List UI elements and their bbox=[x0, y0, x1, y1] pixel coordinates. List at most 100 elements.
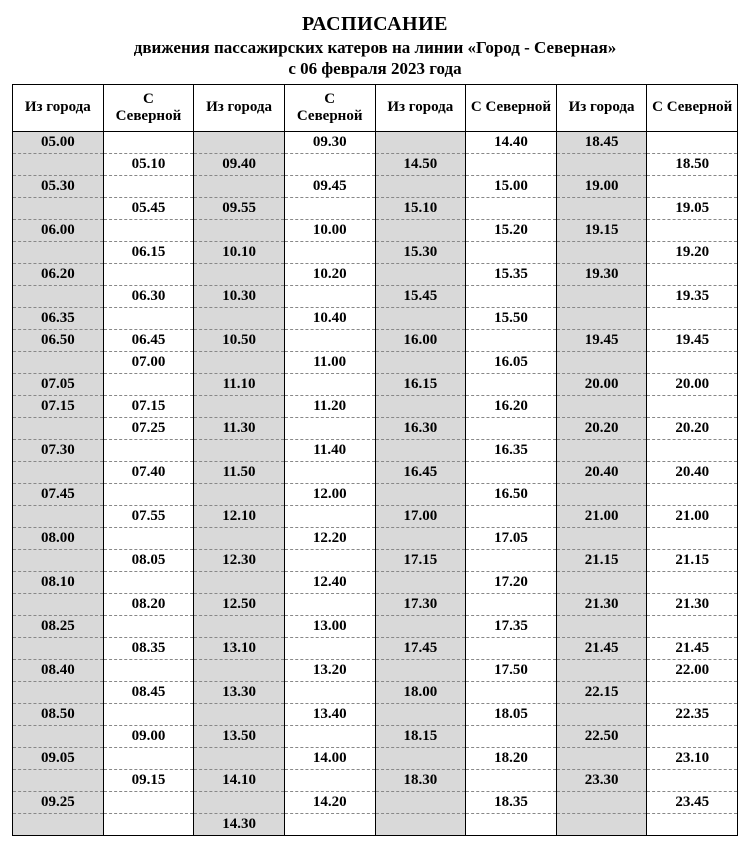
column-header: Из города bbox=[556, 84, 647, 132]
table-row: 08.0512.3017.1521.1521.15 bbox=[13, 550, 738, 572]
time-cell bbox=[647, 176, 738, 198]
time-cell: 21.00 bbox=[647, 506, 738, 528]
time-cell: 08.25 bbox=[13, 616, 104, 638]
time-cell bbox=[556, 396, 647, 418]
schedule-table: Из городаССевернойИз городаССевернойИз г… bbox=[12, 84, 738, 837]
table-row: 07.5512.1017.0021.0021.00 bbox=[13, 506, 738, 528]
table-row: 06.5006.4510.5016.0019.4519.45 bbox=[13, 330, 738, 352]
time-cell: 11.50 bbox=[194, 462, 285, 484]
time-cell bbox=[556, 616, 647, 638]
time-cell: 18.35 bbox=[466, 792, 557, 814]
time-cell bbox=[103, 572, 194, 594]
time-cell bbox=[103, 264, 194, 286]
time-cell: 17.05 bbox=[466, 528, 557, 550]
time-cell: 10.20 bbox=[284, 264, 375, 286]
table-row: 05.1009.4014.5018.50 bbox=[13, 154, 738, 176]
time-cell: 19.00 bbox=[556, 176, 647, 198]
time-cell: 07.45 bbox=[13, 484, 104, 506]
time-cell bbox=[194, 572, 285, 594]
time-cell bbox=[194, 748, 285, 770]
time-cell: 13.00 bbox=[284, 616, 375, 638]
time-cell bbox=[375, 176, 466, 198]
time-cell: 07.15 bbox=[13, 396, 104, 418]
time-cell: 10.10 bbox=[194, 242, 285, 264]
table-row: 08.5013.4018.0522.35 bbox=[13, 704, 738, 726]
time-cell bbox=[556, 286, 647, 308]
time-cell: 20.40 bbox=[556, 462, 647, 484]
time-cell: 05.30 bbox=[13, 176, 104, 198]
time-cell: 21.15 bbox=[556, 550, 647, 572]
table-row: 06.2010.2015.3519.30 bbox=[13, 264, 738, 286]
time-cell: 07.40 bbox=[103, 462, 194, 484]
time-cell bbox=[647, 572, 738, 594]
time-cell bbox=[375, 792, 466, 814]
time-cell bbox=[194, 352, 285, 374]
time-cell bbox=[375, 308, 466, 330]
time-cell: 19.30 bbox=[556, 264, 647, 286]
time-cell bbox=[284, 462, 375, 484]
table-row: 09.1514.1018.3023.30 bbox=[13, 770, 738, 792]
time-cell: 18.00 bbox=[375, 682, 466, 704]
time-cell bbox=[103, 528, 194, 550]
time-cell: 08.35 bbox=[103, 638, 194, 660]
table-row: 05.3009.4515.0019.00 bbox=[13, 176, 738, 198]
time-cell bbox=[375, 616, 466, 638]
time-cell: 19.20 bbox=[647, 242, 738, 264]
time-cell: 20.40 bbox=[647, 462, 738, 484]
time-cell bbox=[375, 264, 466, 286]
time-cell: 18.30 bbox=[375, 770, 466, 792]
time-cell: 19.45 bbox=[556, 330, 647, 352]
time-cell bbox=[466, 462, 557, 484]
time-cell: 16.50 bbox=[466, 484, 557, 506]
time-cell bbox=[13, 682, 104, 704]
time-cell: 14.10 bbox=[194, 770, 285, 792]
time-cell: 07.00 bbox=[103, 352, 194, 374]
time-cell: 13.50 bbox=[194, 726, 285, 748]
time-cell bbox=[466, 418, 557, 440]
time-cell bbox=[647, 396, 738, 418]
time-cell: 14.20 bbox=[284, 792, 375, 814]
time-cell bbox=[284, 506, 375, 528]
time-cell: 07.25 bbox=[103, 418, 194, 440]
time-cell: 06.50 bbox=[13, 330, 104, 352]
time-cell: 16.15 bbox=[375, 374, 466, 396]
time-cell: 20.00 bbox=[556, 374, 647, 396]
time-cell bbox=[375, 484, 466, 506]
table-row: 06.1510.1015.3019.20 bbox=[13, 242, 738, 264]
time-cell: 19.15 bbox=[556, 220, 647, 242]
time-cell: 10.50 bbox=[194, 330, 285, 352]
time-cell bbox=[13, 638, 104, 660]
time-cell bbox=[13, 286, 104, 308]
time-cell bbox=[284, 286, 375, 308]
time-cell: 17.35 bbox=[466, 616, 557, 638]
table-row: 09.2514.2018.3523.45 bbox=[13, 792, 738, 814]
time-cell bbox=[284, 242, 375, 264]
table-row: 05.4509.5515.1019.05 bbox=[13, 198, 738, 220]
column-header: Из города bbox=[13, 84, 104, 132]
title-line3: с 06 февраля 2023 года bbox=[12, 58, 738, 79]
table-row: 14.30 bbox=[13, 814, 738, 836]
time-cell bbox=[466, 286, 557, 308]
time-cell bbox=[556, 308, 647, 330]
time-cell bbox=[647, 352, 738, 374]
time-cell bbox=[556, 484, 647, 506]
table-row: 07.4512.0016.50 bbox=[13, 484, 738, 506]
table-row: 08.4513.3018.0022.15 bbox=[13, 682, 738, 704]
time-cell bbox=[375, 132, 466, 154]
time-cell bbox=[103, 308, 194, 330]
table-row: 07.1507.1511.2016.20 bbox=[13, 396, 738, 418]
time-cell: 12.10 bbox=[194, 506, 285, 528]
time-cell bbox=[556, 792, 647, 814]
time-cell: 20.20 bbox=[556, 418, 647, 440]
table-body: 05.0009.3014.4018.4505.1009.4014.5018.50… bbox=[13, 132, 738, 836]
time-cell: 05.45 bbox=[103, 198, 194, 220]
time-cell bbox=[194, 792, 285, 814]
column-header: С Северной bbox=[647, 84, 738, 132]
table-row: 07.3011.4016.35 bbox=[13, 440, 738, 462]
time-cell bbox=[103, 440, 194, 462]
time-cell bbox=[466, 506, 557, 528]
column-header: С Северной bbox=[466, 84, 557, 132]
time-cell bbox=[13, 550, 104, 572]
table-row: 07.0011.0016.05 bbox=[13, 352, 738, 374]
time-cell bbox=[194, 660, 285, 682]
